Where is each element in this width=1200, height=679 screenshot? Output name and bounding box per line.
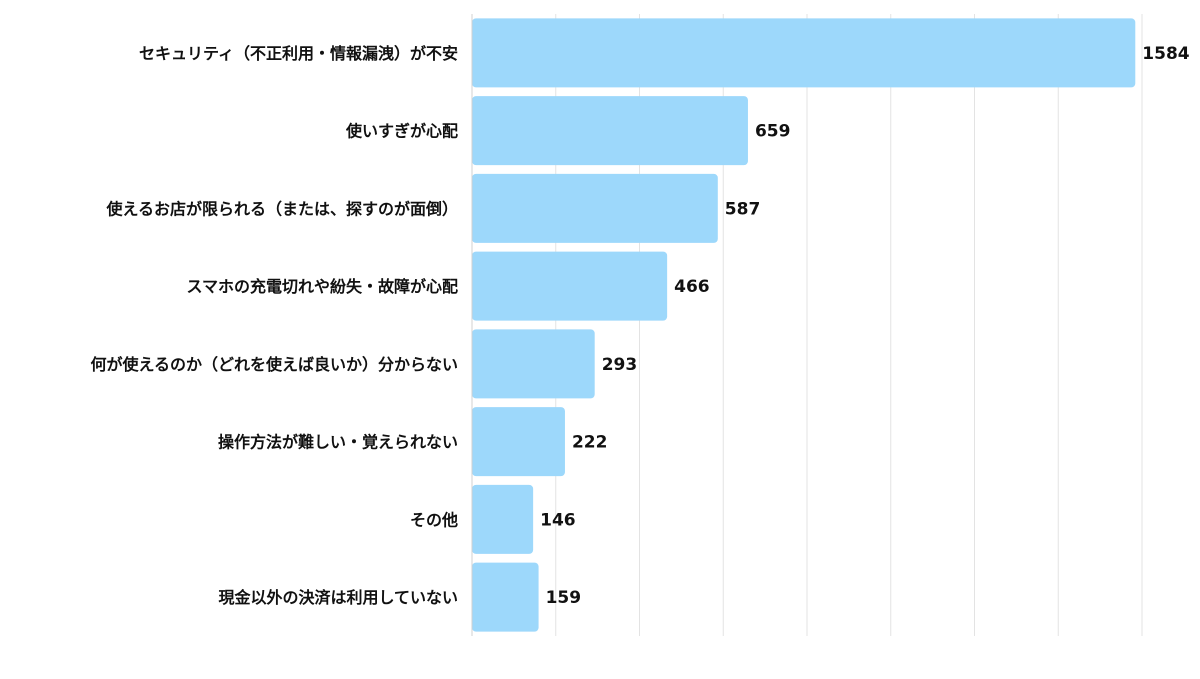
category-label: 何が使えるのか（どれを使えば良いか）分からない (90, 355, 458, 374)
value-label: 587 (725, 199, 761, 219)
bars (472, 18, 1136, 632)
category-label: 操作方法が難しい・覚えられない (218, 433, 458, 452)
value-label: 1584 (1142, 44, 1189, 64)
category-label: セキュリティ（不正利用・情報漏洩）が不安 (139, 44, 458, 63)
bar (472, 173, 718, 243)
bar (472, 18, 1136, 88)
category-label: 使えるお店が限られる（または、探すのが面倒） (105, 199, 458, 218)
category-label: スマホの充電切れや紛失・故障が心配 (186, 277, 458, 296)
category-labels: セキュリティ（不正利用・情報漏洩）が不安使いすぎが心配使えるお店が限られる（また… (90, 44, 458, 607)
value-label: 146 (540, 510, 576, 530)
bar (472, 96, 748, 166)
value-label: 659 (755, 122, 791, 142)
bar (472, 407, 565, 477)
bar (472, 484, 534, 554)
category-label: 使いすぎが心配 (345, 122, 458, 141)
bar (472, 329, 595, 399)
bar (472, 251, 668, 321)
value-labels: 1584 659 587 466 293 222 146 159 (540, 44, 1190, 608)
category-label: 現金以外の決済は利用していない (218, 588, 458, 607)
value-label: 293 (602, 355, 638, 375)
value-label: 466 (674, 277, 710, 297)
value-label: 159 (546, 588, 582, 608)
value-label: 222 (572, 433, 608, 453)
category-label: その他 (410, 510, 458, 529)
bar (472, 562, 539, 632)
